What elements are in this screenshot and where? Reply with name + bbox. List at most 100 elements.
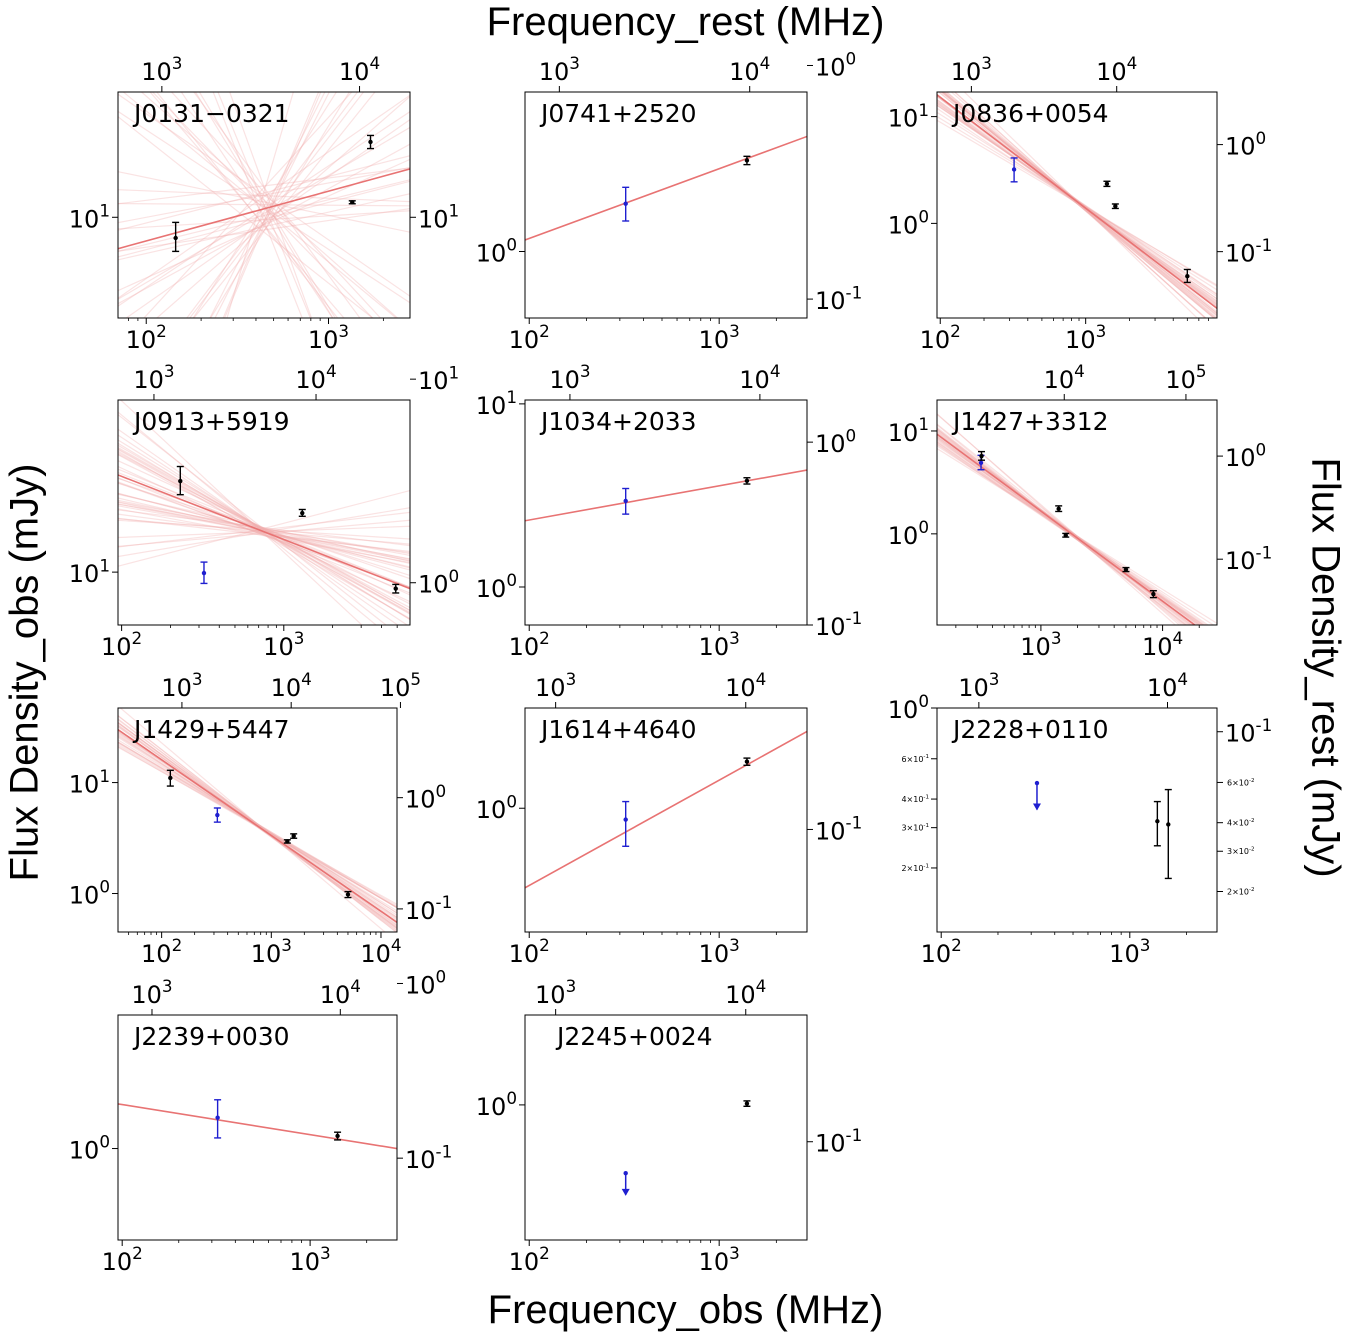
axes-frame	[117, 1014, 398, 1241]
fit-draw-line	[212, 92, 303, 318]
top-tick-label: 104	[739, 361, 780, 394]
data-point	[213, 807, 221, 823]
top-tick-label: 105	[380, 669, 421, 702]
plot-area	[118, 92, 410, 318]
x-tick-label: 103	[699, 628, 740, 661]
data-point	[298, 508, 306, 517]
y-tick-label: 100	[476, 1088, 517, 1121]
data-point	[367, 134, 375, 150]
fit-draw-line	[193, 92, 376, 318]
x-tick-label: 102	[920, 321, 961, 354]
panel-J1429+5447: 102 103 104 100 101 103 104 105 100 10-1 J1429+544…	[69, 669, 453, 968]
top-tick-label: 103	[958, 669, 999, 702]
x-tick-label: 103	[1109, 935, 1150, 968]
top-tick-label: 103	[133, 361, 174, 394]
panel-J0913+5919: 102 103 101 103 104 101 100 J0913+5919	[69, 361, 459, 661]
fit-draw-line	[937, 439, 1210, 625]
right-tick-label: 100	[1225, 439, 1266, 472]
fit-draw-line	[118, 513, 410, 554]
data-point	[283, 839, 291, 844]
fit-draw-line	[118, 453, 410, 605]
data-point	[200, 561, 208, 585]
axes-frame	[117, 91, 411, 319]
panel-J1614+4640: 102 103 100 103 104 10-1 J1614+4640	[476, 669, 863, 968]
fit-line	[937, 433, 1197, 625]
fit-draw-line	[118, 189, 410, 203]
data-point	[1164, 788, 1172, 880]
data-point	[1122, 566, 1130, 573]
axes-frame	[524, 1014, 808, 1241]
data-point	[743, 155, 751, 166]
axes-frame	[117, 399, 411, 626]
x-tick-label: 102	[509, 628, 550, 661]
fit-draw-line	[942, 92, 1216, 318]
top-tick-label: 104	[1044, 361, 1085, 394]
y-tick-label: 100	[888, 207, 929, 240]
plot-area	[118, 708, 397, 932]
fit-draw-line	[118, 155, 410, 231]
x-tick-label: 102	[126, 321, 167, 354]
fit-draw-line	[140, 92, 399, 318]
y-tick-label: 3×10-1	[901, 823, 929, 833]
y-tick-label: 101	[69, 200, 110, 233]
panel-J1034+2033: 102 103 100 101 103 104 100 10-1 J1034+2033	[476, 361, 863, 661]
x-tick-label: 102	[509, 321, 550, 354]
data-point	[334, 1131, 342, 1141]
fit-draw-line	[937, 426, 1185, 625]
panel-title: J1429+5447	[132, 715, 290, 744]
right-tick-label: 100	[815, 49, 856, 82]
fit-draw-line	[937, 428, 1187, 625]
panel-title: J0131−0321	[132, 99, 290, 128]
right-tick-label: 10-1	[1225, 235, 1272, 268]
fit-draw-line	[118, 180, 410, 258]
x-tick-label: 102	[921, 935, 962, 968]
fit-draw-line	[118, 501, 410, 556]
panel-title: J0741+2520	[539, 99, 697, 128]
fit-draw-line	[118, 439, 410, 621]
y-tick-label: 100	[69, 877, 110, 910]
data-point	[743, 1100, 751, 1107]
fit-draw-line	[937, 448, 1217, 624]
data-point	[1062, 532, 1070, 538]
top-tick-label: 104	[725, 669, 766, 702]
fit-draw-line	[118, 179, 410, 252]
fit-draw-line	[143, 92, 353, 318]
right-tick-label: 101	[418, 200, 459, 233]
axes-frame	[524, 707, 808, 933]
fit-draw-line	[118, 447, 410, 611]
fit-draw-line	[118, 741, 397, 907]
fit-draw-line	[118, 719, 397, 929]
data-point	[1149, 590, 1157, 599]
top-tick-label: 104	[1096, 53, 1137, 86]
panel-J0836+0054: 102 103 100 101 103 104 100 10-1 J0836+0054	[888, 53, 1273, 354]
axes-frame	[117, 707, 398, 933]
fit-draw-line	[125, 119, 410, 318]
right-tick-label: 10-1	[1225, 715, 1272, 748]
fit-draw-line	[226, 92, 294, 318]
top-tick-label: 103	[141, 53, 182, 86]
fit-draw-line	[149, 92, 345, 318]
fit-draw-line	[118, 724, 397, 930]
right-tick-label: 10-1	[1225, 542, 1272, 575]
fit-line	[118, 474, 410, 590]
fit-draw-line	[937, 101, 1217, 306]
data-point	[172, 221, 180, 253]
top-tick-label: 104	[1147, 669, 1188, 702]
fit-draw-line	[118, 414, 388, 625]
panel-J2245+0024: 102 103 100 103 104 10-1 J2245+0024	[476, 976, 863, 1276]
data-point	[1010, 157, 1018, 183]
fit-draw-line	[118, 444, 410, 614]
x-tick-label: 104	[1142, 628, 1183, 661]
fit-draw-line	[209, 92, 326, 318]
data-point	[214, 1099, 222, 1139]
panel-title: J1427+3312	[951, 407, 1109, 436]
fit-draw-line	[118, 210, 410, 230]
fit-draw-line	[156, 92, 339, 318]
top-tick-label: 103	[131, 976, 172, 1009]
fit-draw-line	[180, 92, 334, 318]
data-point	[166, 769, 174, 787]
panel-title: J1034+2033	[539, 407, 697, 436]
top-tick-label: 104	[339, 53, 380, 86]
y-tick-label: 100	[888, 517, 929, 550]
y-tick-label: 101	[69, 766, 110, 799]
